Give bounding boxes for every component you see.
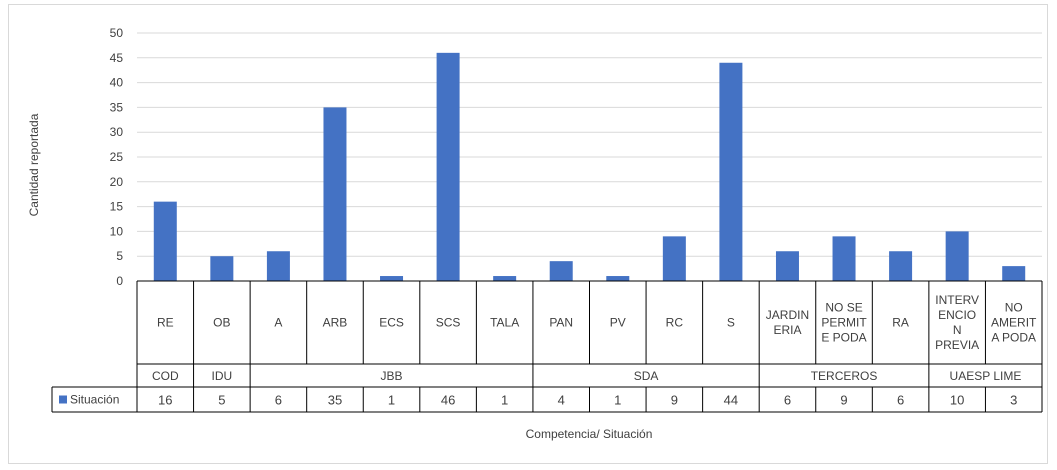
bar <box>323 107 347 282</box>
category-label: E PODA <box>821 331 866 345</box>
y-tick-label: 25 <box>110 150 124 164</box>
category-label: S <box>727 316 735 330</box>
category-label: PAN <box>549 316 573 330</box>
y-tick-label: 30 <box>110 125 124 139</box>
bar <box>606 276 630 281</box>
category-label: SCS <box>436 316 461 330</box>
group-label: UAESP LIME <box>950 369 1022 383</box>
chart-frame <box>8 4 1048 464</box>
category-label: ENCIO <box>938 308 976 322</box>
group-label: IDU <box>212 369 233 383</box>
data-label: 1 <box>501 393 508 408</box>
category-label: N <box>953 323 962 337</box>
y-tick-label: 50 <box>110 26 124 40</box>
bar <box>945 231 969 281</box>
bar <box>549 261 573 281</box>
data-label: 1 <box>388 393 395 408</box>
y-tick-label: 10 <box>110 224 124 238</box>
category-label: JARDIN <box>766 308 809 322</box>
bar <box>436 52 460 282</box>
category-label: OB <box>213 316 230 330</box>
data-label: 9 <box>840 393 847 408</box>
y-tick-label: 0 <box>116 274 123 288</box>
category-label: RE <box>157 316 174 330</box>
bar <box>1002 266 1026 281</box>
category-label: PREVIA <box>935 338 979 352</box>
data-label: 6 <box>275 393 282 408</box>
bar <box>662 236 686 281</box>
data-label: 6 <box>897 393 904 408</box>
data-label: 9 <box>671 393 678 408</box>
category-label: A <box>274 316 282 330</box>
category-label: RC <box>666 316 684 330</box>
data-label: 6 <box>784 393 791 408</box>
data-label: 44 <box>724 393 738 408</box>
bar <box>719 62 743 282</box>
data-label: 3 <box>1010 393 1017 408</box>
group-label: SDA <box>634 369 659 383</box>
bar <box>889 251 913 281</box>
category-label: ARB <box>323 316 348 330</box>
data-label: 10 <box>950 393 964 408</box>
y-tick-label: 5 <box>116 249 123 263</box>
category-label: ECS <box>379 316 404 330</box>
bar <box>380 276 404 281</box>
y-tick-label: 15 <box>110 200 124 214</box>
group-label: COD <box>152 369 179 383</box>
y-tick-label: 35 <box>110 100 124 114</box>
data-label: 5 <box>218 393 225 408</box>
bar <box>832 236 856 281</box>
x-axis-title: Competencia/ Situación <box>526 427 653 441</box>
category-label: PV <box>610 316 626 330</box>
legend-swatch <box>59 395 67 404</box>
category-label: TALA <box>490 316 519 330</box>
group-label: JBB <box>381 369 403 383</box>
bar <box>493 276 517 281</box>
data-label: 1 <box>614 393 621 408</box>
legend-label: Situación <box>70 393 119 407</box>
data-label: 35 <box>328 393 342 408</box>
category-label: A PODA <box>991 331 1036 345</box>
bar <box>153 201 177 281</box>
category-label: RA <box>892 316 909 330</box>
y-tick-label: 20 <box>110 175 124 189</box>
category-label: AMERIT <box>991 316 1037 330</box>
y-tick-label: 40 <box>110 76 124 90</box>
bar <box>210 256 234 281</box>
category-label: PERMIT <box>821 316 867 330</box>
y-axis-title: Cantidad reportada <box>27 113 41 216</box>
category-label: INTERV <box>935 293 979 307</box>
bar <box>775 251 799 281</box>
data-label: 4 <box>558 393 565 408</box>
category-label: NO SE <box>825 301 862 315</box>
data-label: 46 <box>441 393 455 408</box>
y-tick-label: 45 <box>110 51 124 65</box>
bar <box>266 251 290 281</box>
group-label: TERCEROS <box>811 369 878 383</box>
category-label: ERIA <box>773 323 801 337</box>
data-label: 16 <box>158 393 172 408</box>
category-label: NO <box>1005 301 1023 315</box>
